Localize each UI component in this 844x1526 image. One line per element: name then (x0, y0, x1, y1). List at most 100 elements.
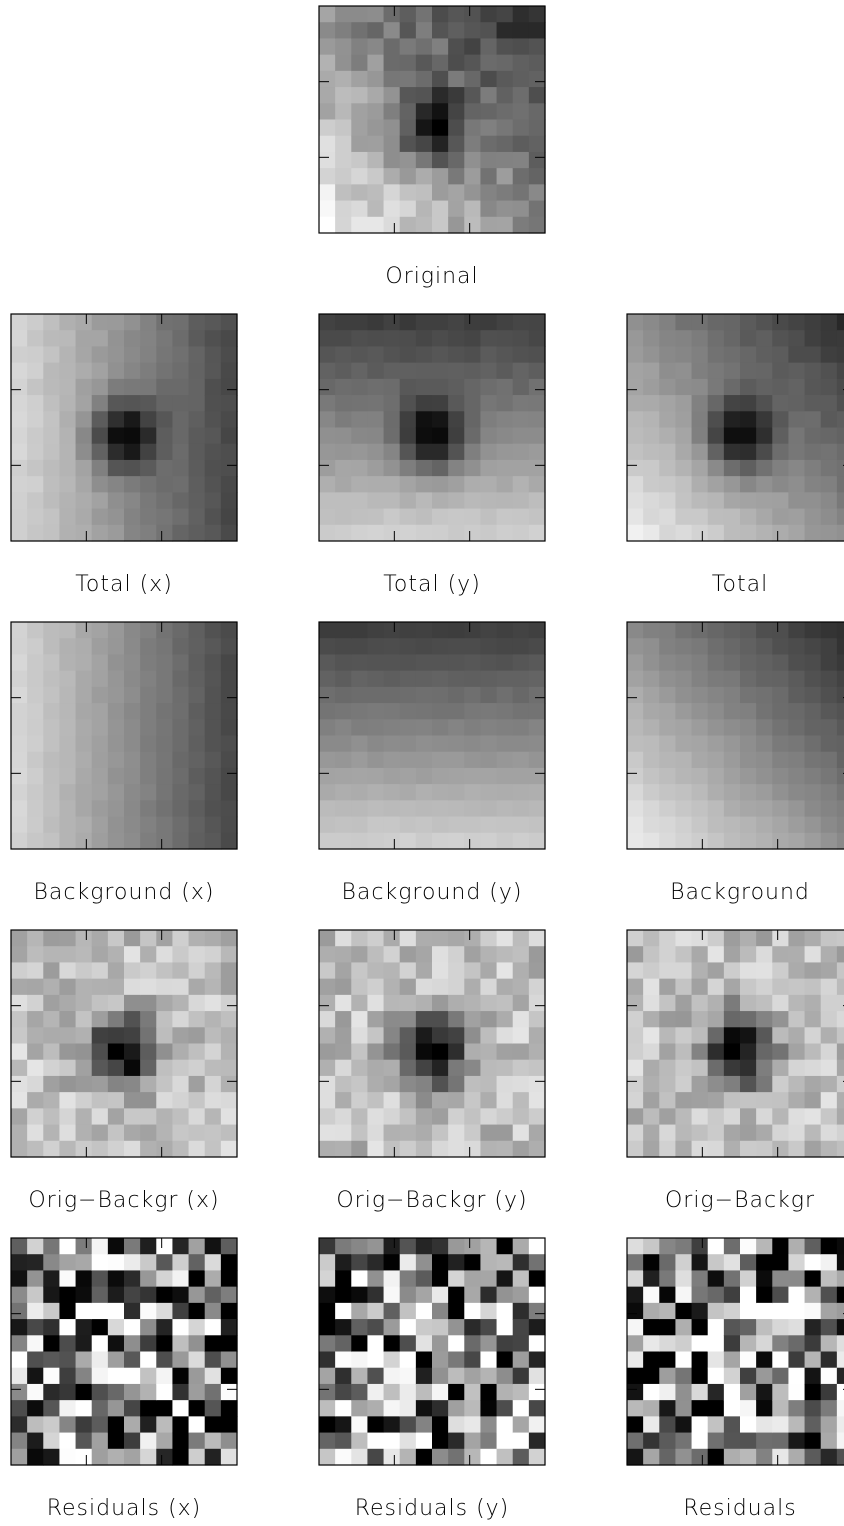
pixel (124, 362, 141, 380)
pixel (496, 362, 514, 380)
pixel (188, 1270, 206, 1288)
pixel (836, 1270, 844, 1288)
pixel (756, 686, 773, 704)
pixel (351, 508, 369, 526)
pixel (464, 70, 482, 88)
pixel (91, 427, 109, 445)
pixel (464, 1448, 482, 1466)
pixel (399, 1043, 417, 1061)
pixel (627, 946, 644, 964)
pixel (772, 638, 790, 656)
pixel (140, 784, 157, 801)
pixel (220, 378, 238, 396)
pixel (351, 719, 369, 737)
pixel (367, 508, 385, 526)
pixel (464, 1335, 482, 1353)
pixel (675, 1286, 693, 1304)
pixel (140, 1092, 157, 1109)
pixel (464, 767, 482, 785)
pixel (772, 427, 790, 445)
pixel (59, 930, 77, 947)
pixel (383, 962, 401, 980)
pixel (188, 1075, 206, 1093)
pixel (188, 1286, 206, 1304)
pixel (707, 1367, 725, 1385)
pixel (351, 314, 369, 331)
pixel (335, 946, 352, 964)
pixel (448, 1400, 465, 1417)
pixel (204, 1400, 222, 1417)
pixel (707, 314, 725, 331)
pixel (75, 751, 93, 769)
pixel (383, 395, 401, 412)
pixel (156, 686, 174, 704)
pixel (756, 395, 773, 412)
pixel (820, 476, 838, 493)
pixel (11, 508, 28, 526)
pixel (204, 492, 222, 510)
pixel (107, 395, 125, 412)
pixel (836, 800, 844, 818)
pixel (415, 459, 433, 477)
pixel (659, 1286, 677, 1304)
pixel (140, 1124, 157, 1142)
pixel (707, 1108, 725, 1126)
pixel (156, 1383, 174, 1401)
pixel (675, 1059, 693, 1077)
pixel (204, 767, 222, 785)
pixel (75, 670, 93, 688)
pixel (172, 654, 190, 672)
pixel (124, 703, 141, 720)
pixel (496, 54, 514, 72)
pixel (496, 1011, 514, 1028)
pixel (27, 427, 44, 445)
pixel (448, 443, 465, 461)
pixel (367, 1270, 385, 1288)
pixel (399, 1302, 417, 1320)
pixel (691, 1270, 709, 1288)
pixel (172, 1335, 190, 1353)
pixel (43, 832, 61, 850)
pixel (740, 1335, 757, 1353)
pixel (836, 816, 844, 834)
pixel (432, 994, 449, 1012)
pixel (107, 346, 125, 364)
pixel (627, 784, 644, 801)
pixel (707, 1238, 725, 1255)
pixel (351, 767, 369, 785)
pixel (11, 330, 28, 348)
pixel (43, 1011, 61, 1028)
pixel (691, 994, 709, 1012)
pixel (772, 1432, 790, 1450)
pixel (820, 1238, 838, 1255)
pixel (220, 946, 238, 964)
pixel (756, 492, 773, 510)
pixel (528, 832, 546, 850)
pixel (448, 135, 465, 153)
pixel (351, 751, 369, 769)
pixel (11, 1075, 28, 1093)
pixel (367, 200, 385, 218)
pixel (335, 168, 352, 185)
pixel (448, 427, 465, 445)
pixel (707, 1140, 725, 1158)
pixel (448, 962, 465, 980)
pixel (27, 1302, 44, 1320)
pixel (204, 1367, 222, 1385)
pixel (820, 638, 838, 656)
pixel (319, 103, 336, 121)
pixel (75, 314, 93, 331)
pixel (836, 686, 844, 704)
pixel (204, 1335, 222, 1353)
pixel (367, 1075, 385, 1093)
pixel (464, 1302, 482, 1320)
pixel (204, 703, 222, 720)
pixel (448, 54, 465, 72)
pixel (512, 6, 530, 23)
pixel (11, 719, 28, 737)
pixel (659, 670, 677, 688)
pixel (820, 362, 838, 380)
pixel (75, 362, 93, 380)
pixel (528, 6, 546, 23)
pixel (43, 1075, 61, 1093)
